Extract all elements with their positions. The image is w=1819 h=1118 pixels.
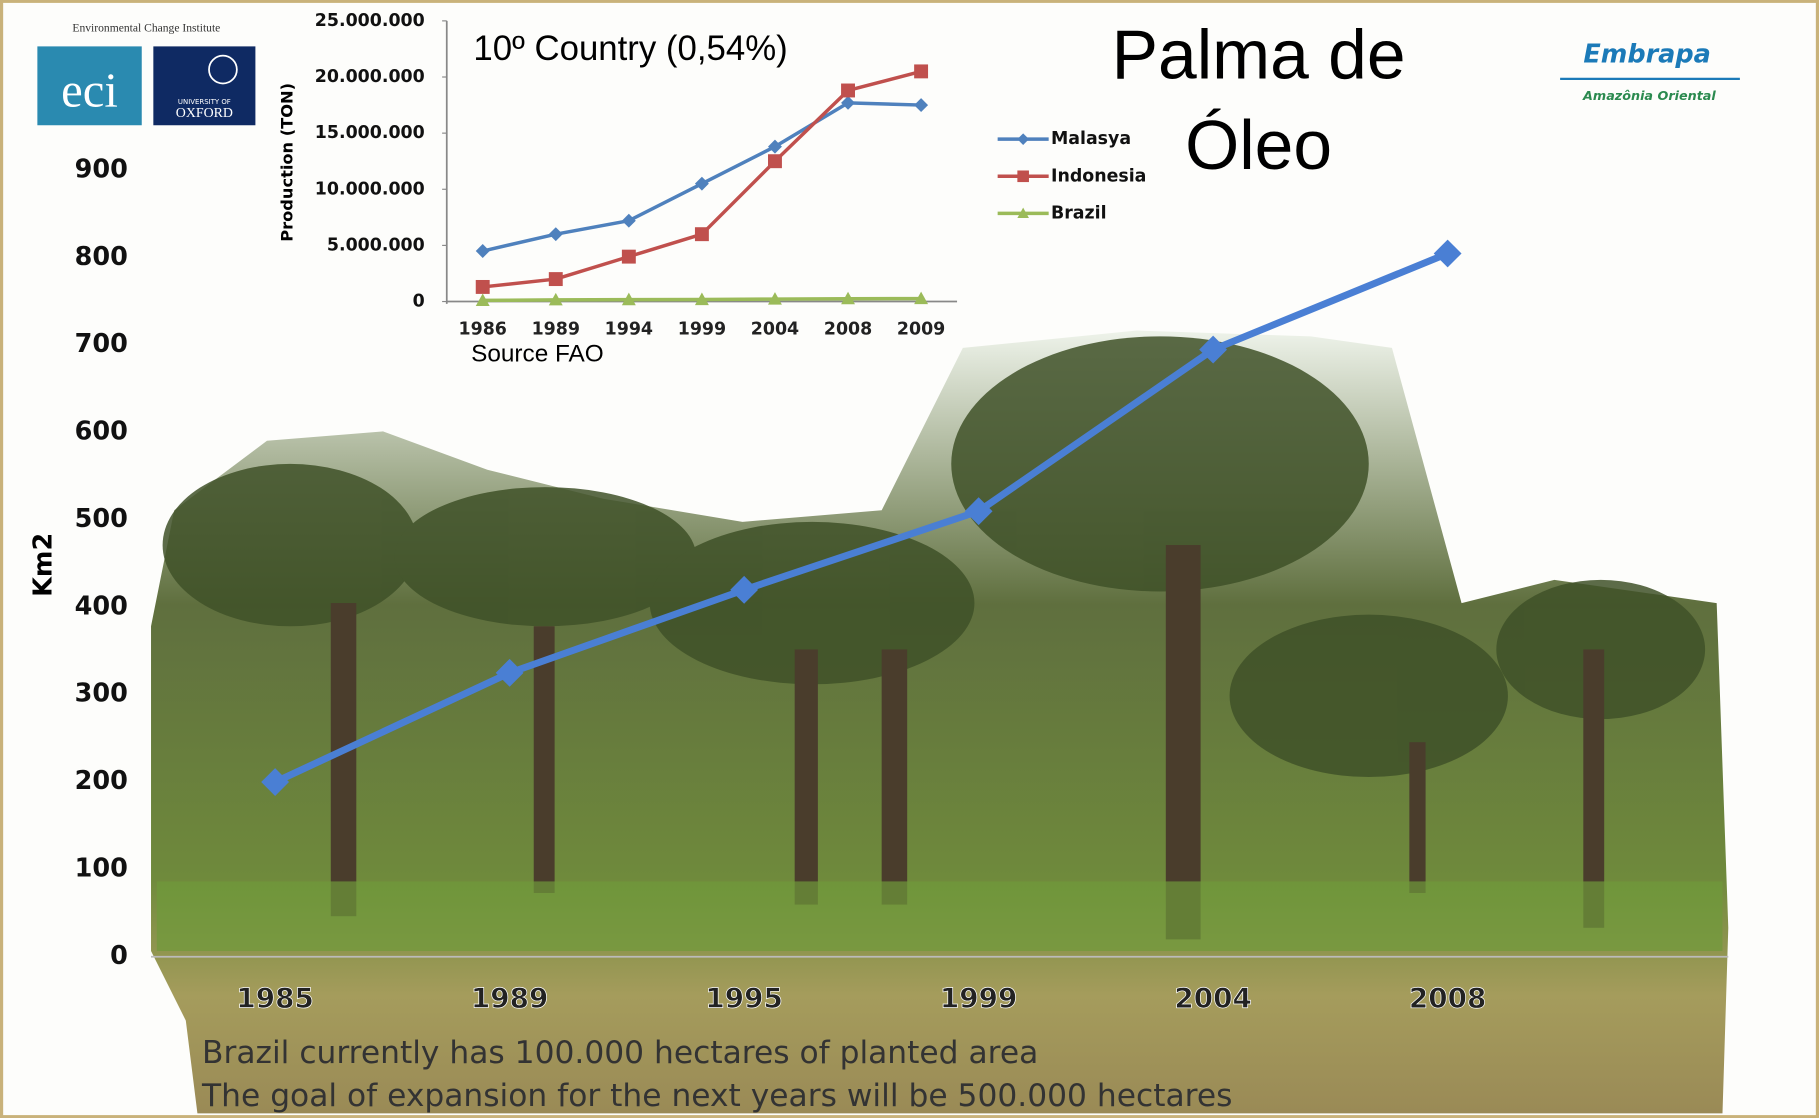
y-tick-label: 100: [75, 853, 128, 883]
logo-text: OXFORD: [176, 106, 233, 121]
y-tick-label: 800: [75, 242, 128, 272]
marker: [622, 250, 636, 264]
y-tick-label: 10.000.000: [315, 179, 425, 199]
x-tick-label: 2004: [751, 319, 799, 339]
y-tick-label: 600: [75, 417, 128, 447]
x-tick-label: 2004: [1174, 982, 1251, 1015]
marker: [695, 227, 709, 241]
chart-title: 10º Country (0,54%): [473, 30, 787, 68]
logo-text: eci: [61, 63, 118, 117]
x-tick-label: 1989: [471, 982, 548, 1015]
annotation: Source FAO: [471, 340, 604, 367]
x-tick-label: 2008: [1409, 982, 1486, 1015]
y-tick-label: 700: [75, 329, 128, 359]
y-tick-label: 5.000.000: [327, 235, 425, 255]
y-tick-label: 900: [75, 154, 128, 184]
slide: Environmental Change Institute eci UNIVE…: [0, 0, 1819, 1118]
logo-text: Amazônia Oriental: [1582, 89, 1716, 104]
legend-label: Indonesia: [1051, 166, 1146, 186]
x-tick-label: 1986: [459, 319, 507, 339]
y-tick-label: 15.000.000: [315, 123, 425, 143]
logo-text: Environmental Change Institute: [72, 22, 220, 35]
y-tick-label: 20.000.000: [315, 67, 425, 87]
footer-text: The goal of expansion for the next years…: [201, 1078, 1232, 1114]
marker: [768, 154, 782, 168]
x-tick-label: 1999: [940, 982, 1017, 1015]
x-tick-label: 1999: [678, 319, 726, 339]
y-tick-label: 500: [75, 504, 128, 534]
marker: [841, 84, 855, 98]
y-axis-label: Km2: [28, 533, 58, 597]
x-tick-label: 1995: [705, 982, 782, 1015]
marker: [476, 280, 490, 294]
y-tick-label: 200: [75, 766, 128, 796]
logo-text: Embrapa: [1583, 40, 1711, 70]
x-tick-label: 2009: [897, 319, 945, 339]
footer-text: Brazil currently has 100.000 hectares of…: [202, 1035, 1038, 1071]
x-tick-label: 1994: [605, 319, 653, 339]
x-tick-label: 2008: [824, 319, 872, 339]
marker: [549, 272, 563, 286]
y-tick-label: 0: [110, 941, 128, 971]
y-tick-label: 300: [75, 679, 128, 709]
y-tick-label: 25.000.000: [315, 11, 425, 31]
y-tick-label: 400: [75, 591, 128, 621]
legend-label: Malasya: [1051, 129, 1131, 149]
y-axis-label: Production (TON): [277, 83, 296, 242]
x-tick-label: 1985: [236, 982, 313, 1015]
marker: [914, 64, 928, 78]
marker: [1017, 170, 1029, 182]
legend-label: Brazil: [1051, 203, 1107, 223]
slide-title: Óleo: [1185, 106, 1332, 184]
slide-title: Palma de: [1112, 16, 1406, 94]
x-tick-label: 1989: [532, 319, 580, 339]
y-tick-label: 0: [413, 292, 425, 312]
